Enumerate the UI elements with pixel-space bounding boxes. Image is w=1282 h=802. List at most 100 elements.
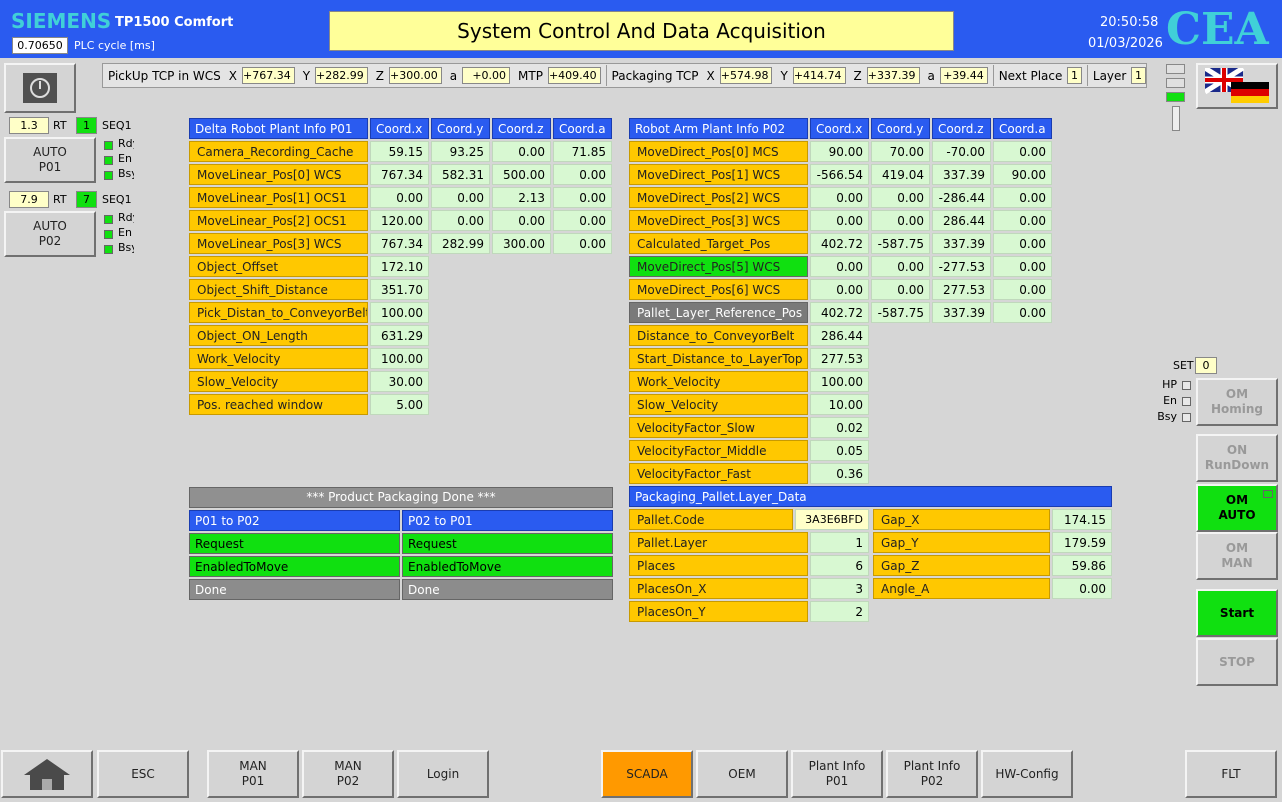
nav-button[interactable]: ESC — [97, 750, 189, 798]
button-line: Plant Info — [808, 759, 866, 773]
time: 20:50:58 — [1100, 15, 1159, 30]
mode-button[interactable]: OM MAN — [1196, 532, 1278, 580]
cell-value: 767.34 — [370, 164, 429, 185]
language-button[interactable] — [1196, 63, 1278, 109]
row-label: MoveLinear_Pos[0] WCS — [189, 164, 368, 185]
tcp-field-name: X — [706, 68, 715, 83]
cell-value: 0.05 — [810, 440, 869, 461]
cell-value: 100.00 — [370, 348, 429, 369]
cell-value: 70.00 — [871, 141, 930, 162]
mode-button[interactable]: OM Homing — [1196, 378, 1278, 426]
led — [104, 171, 113, 180]
button-line: OM — [1225, 387, 1249, 401]
led — [104, 141, 113, 150]
cell-value: 500.00 — [492, 164, 551, 185]
nav-button[interactable]: FLT — [1185, 750, 1277, 798]
station-button[interactable]: AUTO P01 — [4, 137, 96, 183]
table-header: Coord.y — [431, 118, 490, 139]
tcp-field-name: a — [449, 68, 458, 83]
nav-button[interactable]: SCADA — [601, 750, 693, 798]
title: System Control And Data Acquisition — [329, 11, 954, 51]
packaging-signal: Done — [189, 579, 400, 600]
packaging-title: *** Product Packaging Done *** — [189, 487, 613, 508]
separator — [605, 65, 607, 86]
row-label: MoveDirect_Pos[2] WCS — [629, 187, 808, 208]
button-line: AUTO — [33, 145, 67, 159]
mode-button[interactable]: Start — [1196, 589, 1278, 637]
led-label: En — [118, 152, 132, 165]
cell-value: 100.00 — [370, 302, 429, 323]
table-header: Coord.z — [932, 118, 991, 139]
tcp-group-title: Layer — [1092, 68, 1127, 83]
cell-value: 300.00 — [492, 233, 551, 254]
row-label: MoveDirect_Pos[5] WCS — [629, 256, 808, 277]
tcp-field-value: +767.34 — [241, 67, 295, 84]
cell-value: 0.00 — [871, 256, 930, 277]
nav-button[interactable]: Plant Info P02 — [886, 750, 978, 798]
home-button[interactable] — [1, 750, 93, 798]
pallet-value: 3 — [810, 578, 869, 599]
mode-button[interactable]: STOP — [1196, 638, 1278, 686]
led-label: En — [1163, 394, 1177, 407]
model: TP1500 Comfort — [115, 15, 234, 30]
cell-value: 402.72 — [810, 302, 869, 323]
cell-value: 419.04 — [871, 164, 930, 185]
row-label: Start_Distance_to_LayerTop — [629, 348, 808, 369]
cell-value: 0.00 — [553, 187, 612, 208]
packaging-signal: EnabledToMove — [402, 556, 613, 577]
nav-button[interactable]: Login — [397, 750, 489, 798]
station-button[interactable]: AUTO P02 — [4, 211, 96, 257]
led-label: HP — [1162, 378, 1177, 391]
cell-value: 0.00 — [370, 187, 429, 208]
button-line: SCADA — [626, 766, 668, 781]
led — [104, 230, 113, 239]
led — [104, 215, 113, 224]
tcp-field-name: a — [927, 68, 935, 83]
brand: SIEMENS — [11, 9, 112, 33]
cell-value: 0.02 — [810, 417, 869, 438]
button-line: HW-Config — [995, 766, 1059, 781]
cell-value: 90.00 — [810, 141, 869, 162]
mode-button[interactable]: ON RunDown — [1196, 434, 1278, 482]
button-line: AUTO — [33, 219, 67, 233]
pallet-label: Pallet.Layer — [629, 532, 808, 553]
logo: CEA — [1166, 4, 1269, 55]
tcp-field-name: Z — [853, 68, 862, 83]
separator — [1087, 65, 1088, 86]
cell-value: 0.00 — [993, 302, 1052, 323]
tcp-field-name: Y — [302, 68, 311, 83]
button-line: STOP — [1219, 654, 1255, 669]
seq-label: SEQ1 — [102, 119, 132, 132]
nav-button[interactable]: Plant Info P01 — [791, 750, 883, 798]
nav-button[interactable]: MAN P01 — [207, 750, 299, 798]
pallet-label: PlacesOn_Y — [629, 601, 808, 622]
seq-label: SEQ1 — [102, 193, 132, 206]
nav-button[interactable]: OEM — [696, 750, 788, 798]
tcp-field-value: +39.44 — [939, 67, 988, 84]
button-line: MAN — [334, 759, 362, 773]
cell-value: 0.00 — [993, 210, 1052, 231]
cell-value: 172.10 — [370, 256, 429, 277]
pallet-title: Packaging_Pallet.Layer_Data — [629, 486, 1112, 507]
cell-value: 0.00 — [492, 141, 551, 162]
rt-label: RT — [53, 119, 67, 132]
power-button[interactable] — [4, 63, 76, 113]
cell-value: 30.00 — [370, 371, 429, 392]
cell-value: 2.13 — [492, 187, 551, 208]
button-line: Login — [426, 766, 460, 781]
led-label: Rdy — [118, 211, 134, 224]
cell-value: 0.00 — [553, 210, 612, 231]
cell-value: 0.00 — [810, 279, 869, 300]
home-icon — [24, 759, 70, 790]
cell-value: 337.39 — [932, 302, 991, 323]
row-label: Work_Velocity — [189, 348, 368, 369]
cell-value: 0.00 — [993, 279, 1052, 300]
nav-button[interactable]: HW-Config — [981, 750, 1073, 798]
led — [1182, 413, 1191, 422]
tcp-group-title: Next Place — [998, 68, 1063, 83]
led-label: En — [118, 226, 132, 239]
nav-button[interactable]: MAN P02 — [302, 750, 394, 798]
cell-value: 0.00 — [810, 210, 869, 231]
cell-value: 767.34 — [370, 233, 429, 254]
